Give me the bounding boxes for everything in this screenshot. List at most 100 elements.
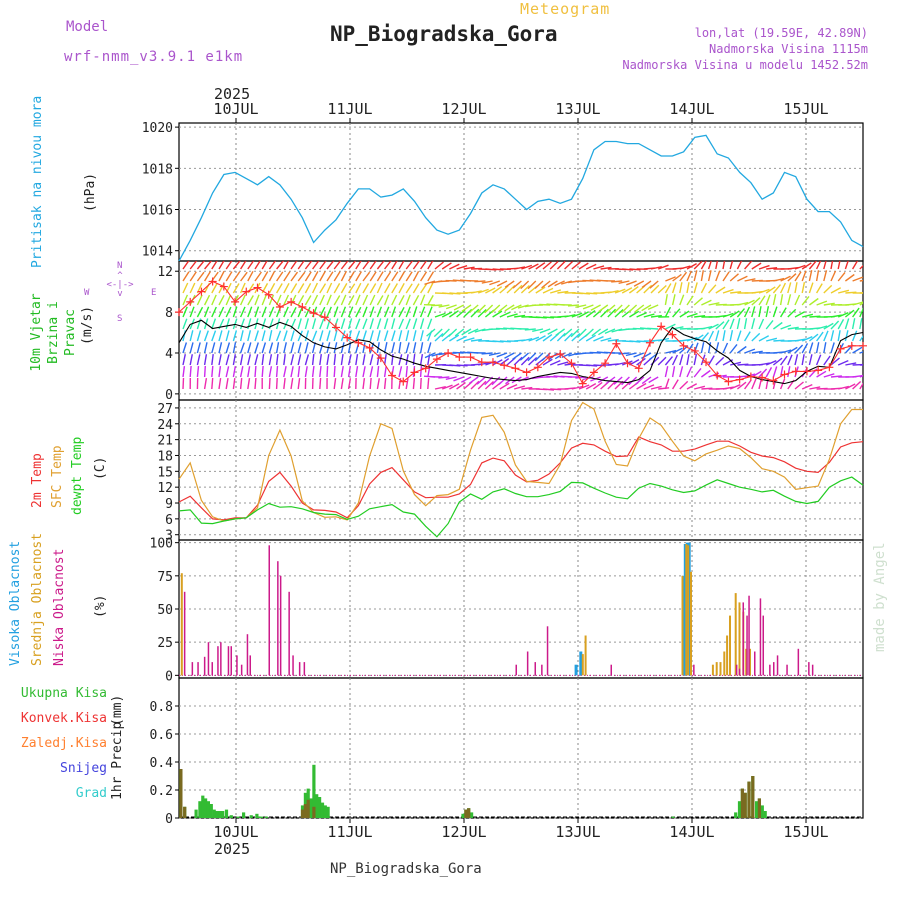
wind-arrow bbox=[247, 270, 254, 282]
wind-arrow bbox=[453, 376, 465, 382]
wind-arrow bbox=[304, 261, 313, 270]
wind-gust-marker bbox=[702, 358, 711, 367]
wind-arrow bbox=[438, 376, 450, 379]
wind-gust-marker bbox=[444, 348, 453, 357]
wind-arrow bbox=[290, 366, 294, 378]
cloud-mid-bar bbox=[734, 593, 737, 676]
wind-arrow bbox=[506, 313, 518, 318]
temp-sfc-line bbox=[178, 401, 863, 522]
wind-arrow bbox=[290, 261, 298, 270]
wind-arrow bbox=[383, 342, 388, 354]
wind-arrow bbox=[635, 376, 645, 385]
wind-arrow bbox=[405, 318, 411, 330]
wind-arrow bbox=[268, 306, 275, 318]
wind-arrow bbox=[787, 273, 797, 282]
wind-arrow bbox=[211, 261, 218, 270]
cloud-mid-bar bbox=[726, 635, 729, 676]
wind-arrow bbox=[625, 352, 637, 357]
wind-arrow bbox=[484, 304, 494, 314]
cloud-low-bar bbox=[746, 615, 748, 676]
wind-arrow bbox=[492, 359, 503, 366]
wind-arrow bbox=[634, 304, 645, 313]
wind-gust-marker bbox=[713, 371, 722, 380]
wind-arrow bbox=[736, 318, 741, 330]
wind-arrow bbox=[830, 320, 840, 330]
wind-arrow bbox=[765, 306, 770, 318]
wind-arrow bbox=[593, 265, 605, 270]
precip-total-bar bbox=[255, 813, 259, 818]
wind-arrow bbox=[708, 302, 720, 306]
precip-ytick-2: 0.4 bbox=[150, 756, 174, 771]
wind-arrow bbox=[232, 378, 236, 390]
wind-arrow bbox=[225, 306, 232, 318]
wind-arrow bbox=[362, 342, 366, 354]
wind-arrow bbox=[225, 377, 229, 390]
precip-ytick-0: 0 bbox=[165, 812, 173, 827]
wind-arrow bbox=[679, 265, 691, 270]
wind-arrow bbox=[621, 287, 633, 294]
wind-arrow bbox=[319, 342, 324, 354]
wind-arrow bbox=[362, 306, 368, 318]
wind-arrow bbox=[218, 342, 223, 354]
wind-arrow bbox=[297, 306, 304, 318]
wind-arrow bbox=[477, 288, 489, 294]
wind-arrow bbox=[470, 338, 483, 342]
wind-arrow bbox=[549, 261, 559, 270]
wind-arrow bbox=[859, 264, 863, 270]
wind-arrow bbox=[844, 309, 855, 318]
wind-arrow bbox=[815, 342, 820, 354]
wind-arrow bbox=[794, 311, 806, 318]
cloud-low-bar bbox=[249, 655, 251, 676]
wind-arrow bbox=[333, 330, 338, 342]
wind-arrow bbox=[239, 342, 245, 354]
wind-gust-marker bbox=[331, 323, 340, 332]
wind-arrow bbox=[218, 261, 225, 270]
wind-arrow bbox=[283, 378, 286, 390]
wind-arrow bbox=[751, 297, 761, 306]
wind-gust-marker bbox=[645, 338, 654, 347]
wind-arrow bbox=[823, 373, 835, 378]
cloud-low-bar bbox=[693, 664, 695, 676]
wind-arrow bbox=[398, 341, 402, 354]
wind-arrow bbox=[571, 312, 583, 318]
cloud-low-bar bbox=[220, 642, 222, 676]
wind-arrow bbox=[498, 376, 508, 386]
wind-arrow bbox=[189, 261, 198, 270]
wind-arrow bbox=[658, 387, 670, 390]
wind-arrow bbox=[730, 291, 742, 294]
wind-arrow bbox=[203, 365, 206, 378]
wind-arrow bbox=[391, 342, 396, 354]
wind-arrow bbox=[686, 366, 693, 378]
wind-arrow bbox=[546, 375, 558, 378]
cloud-low-bar bbox=[797, 648, 800, 676]
wind-arrow bbox=[497, 304, 508, 313]
cloud-mid-bar bbox=[180, 573, 183, 676]
wind-arrow bbox=[780, 324, 792, 330]
wind-gust-marker bbox=[859, 341, 867, 350]
wind-arrow bbox=[196, 271, 205, 282]
wind-arrow bbox=[412, 294, 420, 306]
wind-arrow bbox=[405, 342, 410, 354]
wind-arrow bbox=[686, 383, 698, 390]
precip-total-bar bbox=[318, 797, 322, 818]
wind-arrow bbox=[541, 280, 551, 289]
wind-arrow bbox=[283, 342, 287, 354]
wind-arrow bbox=[845, 362, 857, 366]
wind-arrow bbox=[311, 366, 315, 378]
wind-arrow bbox=[729, 318, 735, 330]
wind-arrow bbox=[751, 378, 757, 390]
wind-arrow bbox=[700, 332, 710, 342]
wind-arrow bbox=[679, 294, 685, 306]
wind-gust-marker bbox=[365, 343, 374, 352]
wind-arrow bbox=[823, 261, 827, 270]
precip-total-bar bbox=[209, 804, 213, 818]
wind-arrow bbox=[555, 328, 566, 336]
wind-arrow bbox=[311, 271, 319, 282]
wind-arrow bbox=[534, 352, 544, 362]
wind-arrow bbox=[693, 334, 704, 342]
precip-legend-total: Ukupna Kisa bbox=[20, 686, 107, 701]
wind-arrow bbox=[333, 261, 342, 270]
wind-arrow bbox=[319, 261, 327, 270]
cloud-low-bar bbox=[236, 655, 238, 676]
wind-arrow bbox=[203, 294, 211, 306]
